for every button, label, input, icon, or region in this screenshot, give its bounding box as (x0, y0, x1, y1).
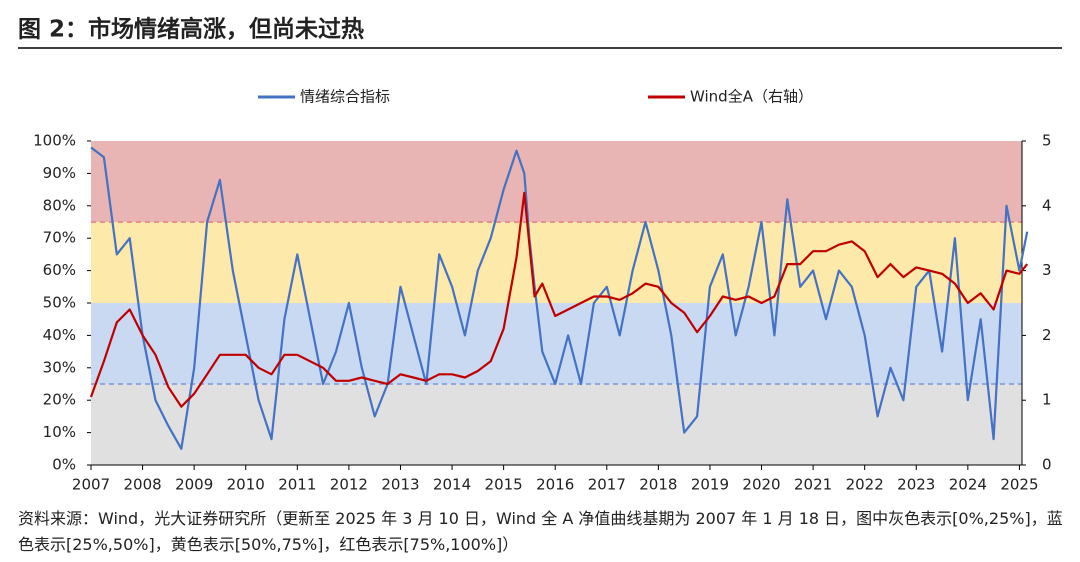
x-tick-label: 2025 (1000, 476, 1038, 494)
x-tick-label: 2022 (846, 476, 884, 494)
x-tick-label: 2023 (897, 476, 935, 494)
y-tick-label: 80% (43, 196, 76, 214)
chart-title: 图 2：市场情绪高涨，但尚未过热 (18, 16, 364, 43)
y-tick-label: 100% (33, 132, 76, 150)
y2-tick-label: 4 (1042, 196, 1052, 214)
x-tick-label: 2011 (278, 476, 316, 494)
x-tick-label: 2021 (794, 476, 832, 494)
y-tick-label: 30% (43, 358, 76, 376)
y-tick-label: 90% (43, 164, 76, 182)
x-tick-label: 2018 (639, 476, 677, 494)
y-tick-label: 50% (43, 294, 76, 312)
x-tick-label: 2012 (330, 476, 368, 494)
x-tick-label: 2009 (175, 476, 213, 494)
x-tick-label: 2020 (742, 476, 780, 494)
x-tick-label: 2010 (227, 476, 265, 494)
y-tick-label: 70% (43, 229, 76, 247)
y2-tick-label: 3 (1042, 261, 1052, 279)
x-tick-label: 2015 (485, 476, 523, 494)
band (91, 222, 1022, 303)
y2-tick-label: 2 (1042, 326, 1052, 344)
legend-label: 情绪综合指标 (300, 88, 390, 106)
y-tick-label: 20% (43, 391, 76, 409)
chart: 图 2：市场情绪高涨，但尚未过热 0% 10% 20% 30% 40% 50% 60% 70%… (18, 16, 1062, 494)
series-line (89, 191, 1029, 408)
y-tick-label: 60% (43, 261, 76, 279)
band (91, 141, 1022, 222)
band (91, 384, 1022, 465)
y-tick-label: 0% (52, 456, 76, 474)
series-line (90, 146, 1029, 450)
y2-tick-label: 5 (1042, 132, 1052, 150)
x-tick-label: 2016 (536, 476, 574, 494)
x-tick-label: 2008 (123, 476, 161, 494)
y-tick-label: 40% (43, 326, 76, 344)
x-tick-label: 2019 (691, 476, 729, 494)
y2-tick-label: 1 (1042, 391, 1052, 409)
x-tick-label: 2017 (588, 476, 626, 494)
x-tick-label: 2013 (381, 476, 419, 494)
legend-label: Wind全A（右轴） (690, 88, 813, 106)
x-tick-label: 2014 (433, 476, 471, 494)
x-tick-label: 2007 (72, 476, 110, 494)
y2-tick-label: 0 (1042, 456, 1052, 474)
y-tick-label: 10% (43, 423, 76, 441)
source-note: 资料来源：Wind，光大证券研究所（更新至 2025 年 3 月 10 日，Wi… (18, 509, 1063, 554)
x-tick-label: 2024 (949, 476, 987, 494)
